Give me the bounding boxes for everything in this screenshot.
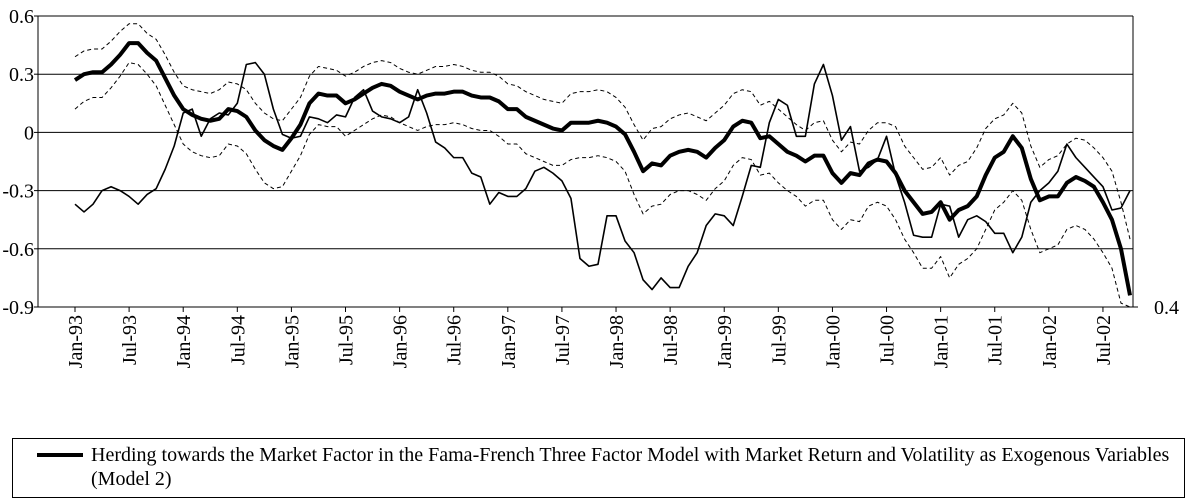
y-tick-label: -0.6 bbox=[2, 239, 34, 261]
x-tick-label: Jan-94 bbox=[173, 315, 195, 368]
legend-swatch bbox=[37, 453, 83, 457]
x-tick-label: Jan-98 bbox=[606, 315, 628, 368]
x-tick-label: Jan-99 bbox=[714, 315, 736, 368]
chart: 0.6 0.3 0 -0.3 -0.6 -0.9 0.4 Jan-93 Jul-93 Jan-94… bbox=[2, 6, 1179, 368]
x-tick-label: Jul-02 bbox=[1093, 315, 1115, 365]
x-tick-label: Jan-02 bbox=[1039, 315, 1061, 368]
legend: Herding towards the Market Factor in the… bbox=[12, 438, 1185, 498]
x-tick-label: Jul-93 bbox=[119, 315, 141, 365]
x-tick-label: Jan-95 bbox=[281, 315, 303, 368]
y-tick-label: -0.3 bbox=[2, 181, 34, 203]
x-tick-label: Jul-99 bbox=[768, 315, 790, 365]
series-line bbox=[74, 62, 1131, 308]
x-tick-label: Jul-95 bbox=[336, 315, 358, 365]
legend-label: Herding towards the Market Factor in the… bbox=[91, 444, 1170, 490]
x-tick-label: Jul-97 bbox=[552, 315, 574, 365]
y-tick-label: 0 bbox=[24, 122, 34, 144]
y-tick-label: 0.6 bbox=[9, 6, 34, 28]
y2-tick-label: 0.4 bbox=[1154, 297, 1179, 319]
x-tick-label: Jan-00 bbox=[822, 315, 844, 368]
series-line bbox=[74, 23, 1131, 240]
x-tick-label: Jan-97 bbox=[498, 315, 520, 368]
series-line bbox=[73, 41, 1132, 296]
x-tick-label: Jan-93 bbox=[65, 315, 87, 368]
x-tick-label: Jul-94 bbox=[227, 315, 249, 365]
x-tick-label: Jan-01 bbox=[931, 315, 953, 368]
x-tick-label: Jul-96 bbox=[444, 315, 466, 365]
x-tick-label: Jul-00 bbox=[877, 315, 899, 365]
x-tick-label: Jul-98 bbox=[660, 315, 682, 365]
x-tick-label: Jul-01 bbox=[985, 315, 1007, 365]
x-tick-label: Jan-96 bbox=[390, 315, 412, 368]
y-tick-label: 0.3 bbox=[9, 64, 34, 86]
series-line bbox=[74, 61, 1131, 291]
y-tick-label: -0.9 bbox=[2, 297, 34, 319]
